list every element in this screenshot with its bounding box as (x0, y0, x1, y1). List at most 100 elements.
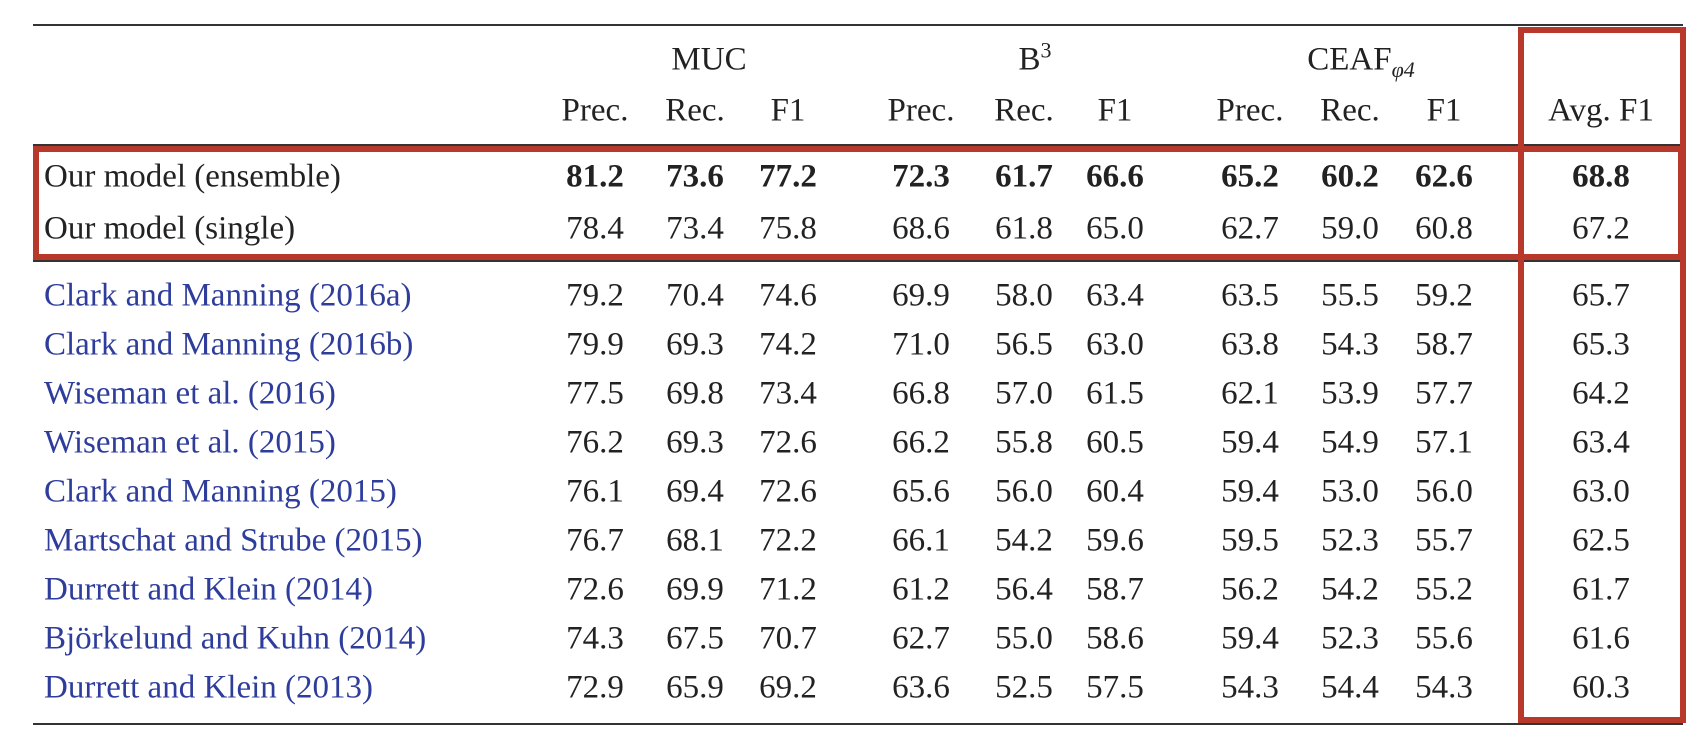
top-rule (33, 24, 1683, 26)
cell: 74.2 (759, 326, 817, 363)
cell: 56.0 (1415, 473, 1473, 510)
row-name: Our model (ensemble) (44, 158, 341, 195)
cell: 64.2 (1572, 375, 1630, 412)
cell: 56.2 (1221, 571, 1279, 608)
row-name: Durrett and Klein (2013) (44, 669, 373, 706)
cell: 66.2 (892, 424, 950, 461)
cell: 69.8 (666, 375, 724, 412)
group-label: MUC (671, 41, 747, 78)
cell: 59.5 (1221, 522, 1279, 559)
cell: 62.7 (1221, 210, 1279, 247)
column-header: F1 (1097, 92, 1133, 129)
cell: 76.1 (566, 473, 624, 510)
highlight-box-avg (1518, 27, 1686, 723)
row-name: Wiseman et al. (2016) (44, 375, 336, 412)
cell: 52.3 (1321, 522, 1379, 559)
cell: 79.9 (566, 326, 624, 363)
cell: 66.1 (892, 522, 950, 559)
cell: 77.5 (566, 375, 624, 412)
cell: 65.6 (892, 473, 950, 510)
cell: 63.4 (1086, 277, 1144, 314)
cell: 65.0 (1086, 210, 1144, 247)
cell: 63.6 (892, 669, 950, 706)
cell: 60.4 (1086, 473, 1144, 510)
group-sup: 3 (1040, 37, 1052, 63)
cell: 54.4 (1321, 669, 1379, 706)
cell: 69.2 (759, 669, 817, 706)
cell: 56.0 (995, 473, 1053, 510)
cell: 72.3 (892, 158, 950, 195)
cell: 57.5 (1086, 669, 1144, 706)
cell: 63.5 (1221, 277, 1279, 314)
cell: 61.5 (1086, 375, 1144, 412)
row-name: Martschat and Strube (2015) (44, 522, 423, 559)
cell: 72.6 (566, 571, 624, 608)
group-label: B (1018, 41, 1041, 78)
cell: 68.6 (892, 210, 950, 247)
cell: 65.2 (1221, 158, 1279, 195)
column-header: Avg. F1 (1548, 92, 1654, 129)
cell: 61.7 (995, 158, 1053, 195)
cell: 55.6 (1415, 620, 1473, 657)
column-header: F1 (770, 92, 806, 129)
cell: 73.4 (759, 375, 817, 412)
cell: 67.5 (666, 620, 724, 657)
cell: 57.7 (1415, 375, 1473, 412)
column-header: Prec. (887, 92, 955, 129)
cell: 70.7 (759, 620, 817, 657)
cell: 73.6 (666, 158, 724, 195)
cell: 59.2 (1415, 277, 1473, 314)
group-label: CEAF (1307, 41, 1392, 78)
cell: 66.6 (1086, 158, 1144, 195)
cell: 59.4 (1221, 424, 1279, 461)
cell: 67.2 (1572, 210, 1630, 247)
cell: 65.7 (1572, 277, 1630, 314)
cell: 68.8 (1572, 158, 1630, 195)
cell: 57.1 (1415, 424, 1473, 461)
cell: 53.0 (1321, 473, 1379, 510)
cell: 52.5 (995, 669, 1053, 706)
row-name: Clark and Manning (2016a) (44, 277, 412, 314)
cell: 55.2 (1415, 571, 1473, 608)
cell: 74.3 (566, 620, 624, 657)
cell: 54.3 (1321, 326, 1379, 363)
cell: 62.5 (1572, 522, 1630, 559)
cell: 63.0 (1086, 326, 1144, 363)
cell: 61.7 (1572, 571, 1630, 608)
cell: 60.3 (1572, 669, 1630, 706)
cell: 61.8 (995, 210, 1053, 247)
cell: 60.5 (1086, 424, 1144, 461)
group-header: CEAFφ4 (1307, 41, 1415, 81)
cell: 81.2 (566, 158, 624, 195)
cell: 58.6 (1086, 620, 1144, 657)
cell: 54.2 (995, 522, 1053, 559)
cell: 58.0 (995, 277, 1053, 314)
cell: 76.2 (566, 424, 624, 461)
cell: 59.0 (1321, 210, 1379, 247)
cell: 65.3 (1572, 326, 1630, 363)
cell: 63.8 (1221, 326, 1279, 363)
row-name: Björkelund and Kuhn (2014) (44, 620, 427, 657)
cell: 78.4 (566, 210, 624, 247)
cell: 53.9 (1321, 375, 1379, 412)
cell: 55.7 (1415, 522, 1473, 559)
cell: 63.4 (1572, 424, 1630, 461)
cell: 62.1 (1221, 375, 1279, 412)
cell: 66.8 (892, 375, 950, 412)
cell: 69.3 (666, 424, 724, 461)
cell: 79.2 (566, 277, 624, 314)
mid-rule (33, 260, 1683, 262)
column-header: Rec. (665, 92, 725, 129)
cell: 54.2 (1321, 571, 1379, 608)
cell: 72.6 (759, 473, 817, 510)
column-header: Prec. (561, 92, 629, 129)
cell: 59.4 (1221, 620, 1279, 657)
group-header: MUC (671, 41, 747, 78)
row-name: Clark and Manning (2016b) (44, 326, 414, 363)
cell: 69.9 (892, 277, 950, 314)
cell: 75.8 (759, 210, 817, 247)
cell: 59.6 (1086, 522, 1144, 559)
cell: 56.4 (995, 571, 1053, 608)
cell: 73.4 (666, 210, 724, 247)
